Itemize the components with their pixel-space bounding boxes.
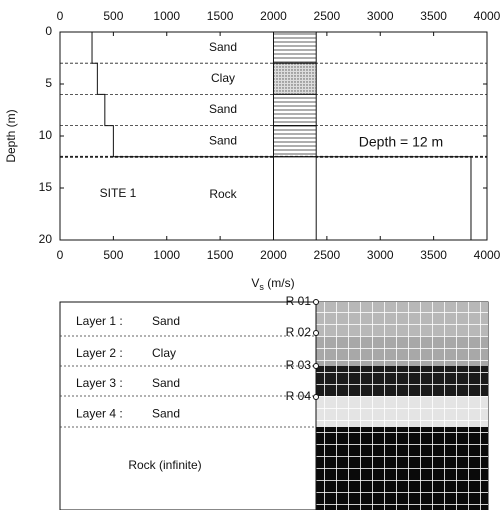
y-tick-label: 20 bbox=[39, 232, 53, 246]
x-tick-label-top: 1000 bbox=[153, 9, 180, 23]
x-tick-label-top: 2500 bbox=[314, 9, 341, 23]
layer-soil: Sand bbox=[152, 407, 180, 421]
x-tick-label: 3500 bbox=[420, 248, 447, 262]
x-tick-label: 0 bbox=[57, 248, 64, 262]
annotation: SITE 1 bbox=[100, 186, 137, 200]
annotation: Depth = 12 m bbox=[359, 134, 443, 150]
layer-name: Layer 3 : bbox=[76, 376, 123, 390]
soil-column bbox=[273, 156, 317, 241]
x-tick-label-top: 4000 bbox=[474, 9, 501, 23]
x-tick-label-top: 500 bbox=[103, 9, 123, 23]
mesh-grid bbox=[316, 336, 488, 366]
layer-label: Rock bbox=[209, 187, 237, 201]
receiver bbox=[313, 330, 319, 336]
layer-label: Sand bbox=[209, 102, 237, 116]
soil-column bbox=[273, 62, 317, 95]
layer-soil: Sand bbox=[152, 314, 180, 328]
receiver bbox=[313, 394, 319, 400]
layer-label: Sand bbox=[209, 40, 237, 54]
x-label-main: V bbox=[251, 276, 259, 290]
y-tick-label: 15 bbox=[39, 180, 53, 194]
y-axis-label: Depth (m) bbox=[4, 109, 18, 162]
vs-profile bbox=[91, 32, 472, 240]
x-tick-label: 1000 bbox=[153, 248, 180, 262]
y-tick-label: 5 bbox=[45, 76, 52, 90]
mesh-grid bbox=[316, 396, 488, 427]
mesh-grid bbox=[316, 366, 488, 396]
x-tick-label: 500 bbox=[103, 248, 123, 262]
receiver-label: R 02 bbox=[286, 325, 312, 339]
x-tick-label-top: 3500 bbox=[420, 9, 447, 23]
x-tick-label: 2000 bbox=[260, 248, 287, 262]
x-tick-label-top: 3000 bbox=[367, 9, 394, 23]
x-tick-label-top: 0 bbox=[57, 9, 64, 23]
receiver-label: R 01 bbox=[286, 294, 312, 308]
layer-label: Sand bbox=[209, 133, 237, 147]
x-tick-label-top: 2000 bbox=[260, 9, 287, 23]
soil-column bbox=[273, 31, 317, 64]
receiver-label: R 04 bbox=[286, 389, 312, 403]
layer-name: Layer 4 : bbox=[76, 407, 123, 421]
layer-soil: Clay bbox=[152, 346, 176, 360]
layer-name: Layer 2 : bbox=[76, 346, 123, 360]
soil-column bbox=[273, 125, 317, 158]
x-axis-label: Vs (m/s) bbox=[251, 276, 294, 292]
layer-label: Clay bbox=[211, 71, 235, 85]
layer-soil: Sand bbox=[152, 376, 180, 390]
x-label-unit: (m/s) bbox=[264, 276, 295, 290]
mesh-grid bbox=[316, 302, 488, 336]
soil-column bbox=[273, 93, 317, 127]
receiver bbox=[313, 299, 319, 305]
receiver bbox=[313, 363, 319, 369]
x-tick-label: 3000 bbox=[367, 248, 394, 262]
receiver-label: R 03 bbox=[286, 358, 312, 372]
x-tick-label: 1500 bbox=[207, 248, 234, 262]
x-tick-label-top: 1500 bbox=[207, 9, 234, 23]
layer-name: Layer 1 : bbox=[76, 314, 123, 328]
rock-label: Rock (infinite) bbox=[128, 458, 201, 472]
mesh-grid bbox=[316, 427, 488, 510]
x-tick-label: 4000 bbox=[474, 248, 501, 262]
y-tick-label: 0 bbox=[45, 24, 52, 38]
x-tick-label: 2500 bbox=[314, 248, 341, 262]
y-tick-label: 10 bbox=[39, 128, 53, 142]
x-label-sub: s bbox=[259, 282, 264, 292]
